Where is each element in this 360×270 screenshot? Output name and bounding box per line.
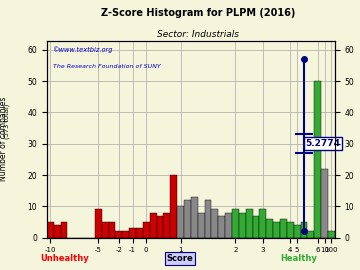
Bar [184, 200, 191, 238]
Bar [321, 169, 328, 238]
Text: ©www.textbiz.org: ©www.textbiz.org [53, 46, 113, 53]
Bar [328, 231, 335, 238]
Y-axis label: Number of companies: Number of companies [0, 97, 8, 181]
Bar [136, 228, 143, 238]
Bar [60, 222, 67, 238]
Bar [102, 222, 108, 238]
Bar [95, 210, 102, 238]
Bar [122, 231, 129, 238]
Bar [129, 228, 136, 238]
Bar [143, 222, 150, 238]
Text: Sector: Industrials: Sector: Industrials [157, 30, 239, 39]
Bar [225, 212, 232, 238]
Bar [266, 219, 273, 238]
Bar [232, 210, 239, 238]
Bar [280, 219, 287, 238]
Bar [150, 212, 157, 238]
Bar [191, 197, 198, 238]
Bar [204, 200, 211, 238]
Bar [301, 222, 307, 238]
Bar [211, 210, 218, 238]
Bar [198, 212, 204, 238]
Text: Unhealthy: Unhealthy [40, 254, 89, 263]
Bar [170, 175, 177, 238]
Bar [218, 216, 225, 238]
Bar [287, 222, 294, 238]
Bar [108, 222, 115, 238]
Bar [239, 212, 246, 238]
Text: 5.2774: 5.2774 [305, 139, 340, 148]
Bar [307, 231, 314, 238]
Bar [259, 210, 266, 238]
Bar [47, 222, 54, 238]
Text: The Research Foundation of SUNY: The Research Foundation of SUNY [53, 64, 160, 69]
Bar [177, 206, 184, 238]
Bar [294, 225, 301, 238]
Bar [314, 81, 321, 238]
Bar [246, 210, 252, 238]
Bar [273, 222, 280, 238]
Bar [54, 225, 60, 238]
Bar [252, 216, 259, 238]
Bar [163, 212, 170, 238]
Text: Healthy: Healthy [280, 254, 317, 263]
Text: Z-Score Histogram for PLPM (2016): Z-Score Histogram for PLPM (2016) [101, 8, 295, 18]
Bar [115, 231, 122, 238]
Text: (573 total): (573 total) [4, 104, 10, 139]
Bar [157, 216, 163, 238]
Text: Score: Score [167, 254, 193, 263]
